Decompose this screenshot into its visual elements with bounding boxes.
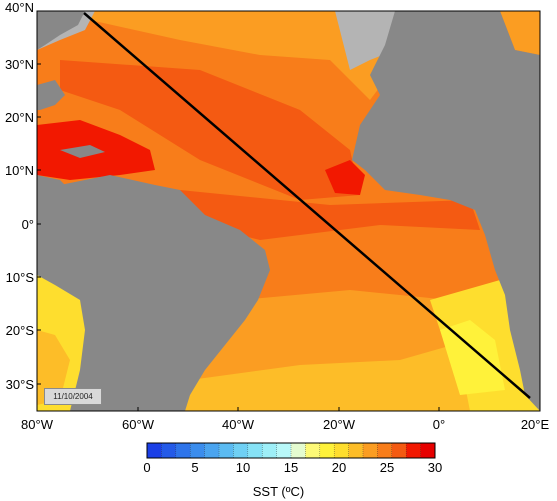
- colorbar: [146, 442, 436, 459]
- colorbar-swatch: [363, 443, 378, 458]
- colorbar-swatch: [319, 443, 335, 458]
- colorbar-tick-0: 0: [143, 460, 151, 475]
- north-america-land: [37, 11, 85, 50]
- caribbean-islands: [60, 145, 105, 158]
- sst-region-gulf-guinea: [325, 160, 365, 195]
- colorbar-swatch: [262, 443, 278, 458]
- colorbar-tick-10: 10: [235, 460, 251, 475]
- lon-label-60w: 60°W: [122, 417, 154, 432]
- shelf-europe: [335, 11, 400, 70]
- africa-europe-land: [352, 11, 540, 411]
- sst-region-equatorial: [180, 190, 480, 240]
- colorbar-title: SST (ºC): [252, 484, 305, 499]
- lat-label-30s: 30°S: [5, 377, 34, 392]
- colorbar-swatch: [406, 443, 422, 458]
- colorbar-swatch: [276, 443, 292, 458]
- colorbar-swatch: [334, 443, 350, 458]
- sst-region-north: [37, 11, 420, 100]
- colorbar-swatch: [175, 443, 191, 458]
- lon-label-20e: 20°E: [520, 417, 550, 432]
- colorbar-tick-30: 30: [427, 460, 443, 475]
- colorbar-swatch: [291, 443, 306, 458]
- lat-label-equator: 0°: [21, 217, 34, 232]
- colorbar-swatch: [305, 443, 321, 458]
- lon-label-20w: 20°W: [323, 417, 355, 432]
- lon-label-80w: 80°W: [21, 417, 53, 432]
- lat-label-10s: 10°S: [5, 270, 34, 285]
- colorbar-tick-20: 20: [331, 460, 347, 475]
- lat-label-10n: 10°N: [4, 163, 34, 178]
- lon-label-40w: 40°W: [222, 417, 254, 432]
- lat-label-40n: 40°N: [4, 0, 34, 15]
- colorbar-swatch: [377, 443, 393, 458]
- transect-line: [83, 12, 531, 399]
- sst-region-benguela-core: [440, 320, 505, 395]
- map-frame: [36, 10, 541, 412]
- date-stamp: 11/10/2004: [44, 388, 102, 405]
- colorbar-swatch: [391, 443, 407, 458]
- colorbar-swatch: [219, 443, 234, 458]
- colorbar-swatch: [348, 443, 364, 458]
- sst-region-warm-core: [60, 60, 360, 200]
- florida-land: [37, 80, 65, 110]
- colorbar-tick-5: 5: [191, 460, 199, 475]
- lat-label-20n: 20°N: [4, 110, 34, 125]
- sst-region-mediterranean: [500, 11, 540, 55]
- colorbar-swatch: [247, 443, 263, 458]
- lat-label-30n: 30°N: [4, 57, 34, 72]
- colorbar-swatch: [190, 443, 206, 458]
- lon-label-0: 0°: [432, 417, 446, 432]
- colorbar-tick-25: 25: [379, 460, 395, 475]
- colorbar-swatch: [420, 443, 436, 458]
- colorbar-frame: [146, 442, 436, 459]
- colorbar-swatch: [161, 443, 177, 458]
- map-ticks: [36, 10, 541, 411]
- lat-label-20s: 20°S: [5, 323, 34, 338]
- colorbar-swatch: [204, 443, 220, 458]
- colorbar-swatch: [233, 443, 249, 458]
- pacific-coast-sst-warm: [37, 330, 70, 405]
- colorbar-swatch: [147, 443, 162, 458]
- south-america-land: [37, 175, 270, 411]
- colorbar-tick-15: 15: [283, 460, 299, 475]
